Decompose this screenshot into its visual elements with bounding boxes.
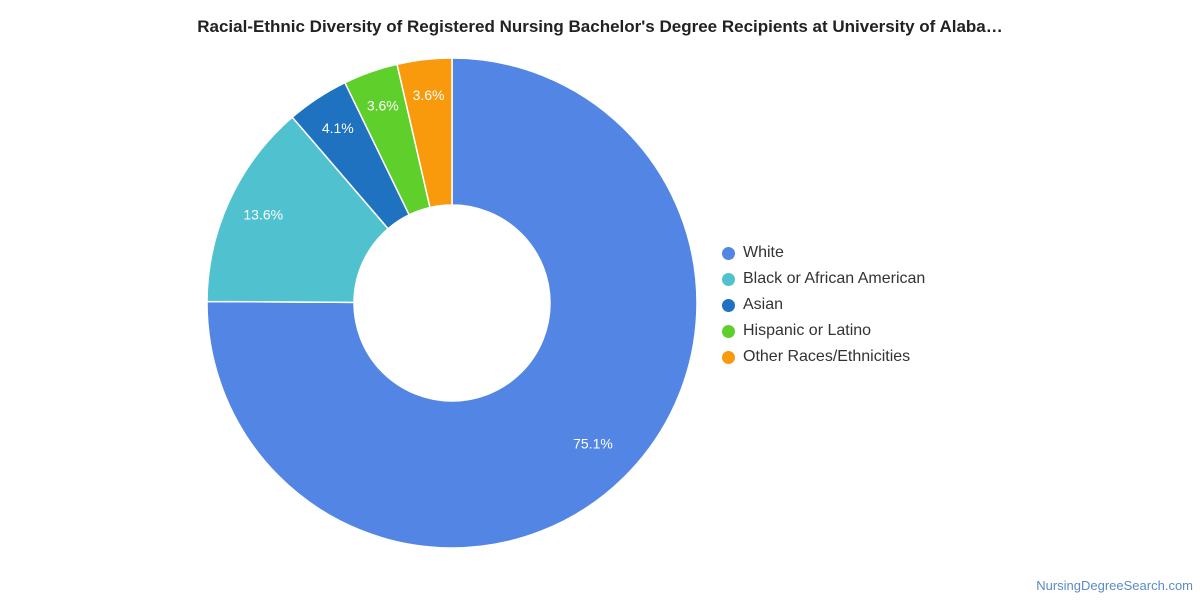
legend-item-white[interactable]: White [722,240,925,266]
footer-source[interactable]: NursingDegreeSearch.com [1036,578,1193,593]
donut-slice-other-races-ethnicities[interactable] [396,57,453,209]
legend-item-hispanic-or-latino[interactable]: Hispanic or Latino [722,318,925,344]
legend-swatch [722,298,735,312]
slice-label-hispanic-or-latino: 3.6% [367,98,399,114]
donut-slices [206,57,698,549]
legend-swatch [722,324,735,338]
slice-label-other-races-ethnicities: 3.6% [413,87,445,103]
legend-item-other-races-ethnicities[interactable]: Other Races/Ethnicities [722,344,925,370]
legend-label: Asian [743,296,784,313]
chart-title: Racial-Ethnic Diversity of Registered Nu… [197,17,1003,36]
slice-label-black-or-african-american: 13.6% [243,206,283,222]
legend-label: Other Races/Ethnicities [743,348,911,365]
legend-label: Black or African American [743,270,926,287]
legend-label: Hispanic or Latino [743,322,872,339]
slice-labels: 75.1% 13.6% 4.1% 3.6% 3.6% [243,87,612,452]
legend-swatch [722,350,735,364]
donut-slice-white[interactable] [206,57,698,549]
legend-item-asian[interactable]: Asian [722,292,925,318]
slice-label-asian: 4.1% [322,120,354,136]
legend-swatch [722,246,735,260]
legend-item-black-or-african-american[interactable]: Black or African American [722,266,925,292]
legend-label: White [743,244,784,261]
donut-slice-black-or-african-american[interactable] [206,116,390,304]
legend: White Black or African American Asian Hi… [722,240,925,370]
legend-swatch [722,272,735,286]
slice-label-white: 75.1% [573,436,613,452]
